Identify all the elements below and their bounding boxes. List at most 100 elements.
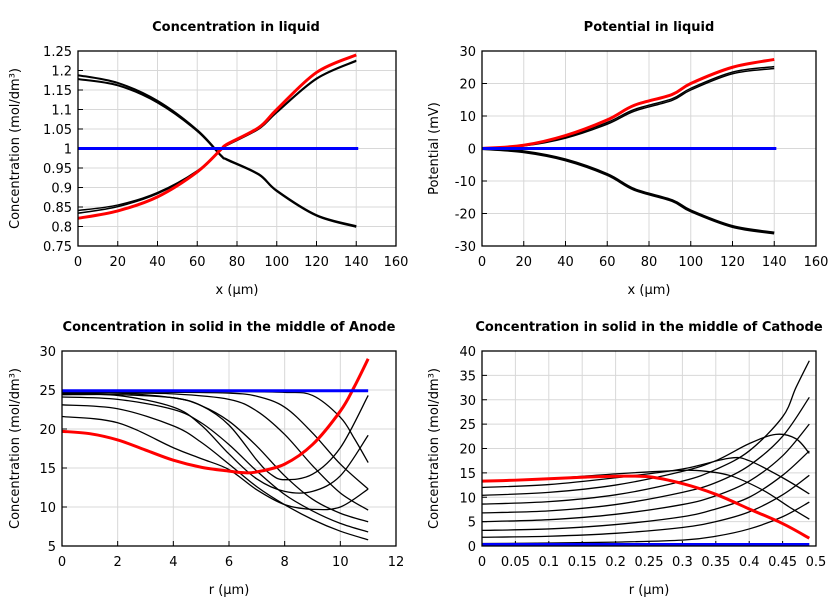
chart-title: Concentration in liquid — [152, 20, 320, 35]
series-line-8 — [62, 393, 369, 494]
y-tick-label: 20 — [459, 78, 476, 93]
y-tick-label: 0.8 — [51, 221, 72, 236]
series-line-1 — [62, 390, 369, 463]
subplot-2: 0 20 40 60 80 100 120 140 160 -30 -20 -10 0 10 20 30 Pot… — [427, 20, 828, 298]
x-tick-label: 0 — [478, 555, 486, 570]
x-tick-label: 0.15 — [568, 555, 597, 570]
y-tick-label: 10 — [459, 491, 476, 506]
y-axis-label: Potential (mV) — [427, 102, 442, 195]
x-tick-label: 80 — [641, 255, 658, 270]
y-tick-label: 1.2 — [51, 65, 72, 80]
subplot-1: 0 20 40 60 80 100 120 140 160 0.75 0.8 0.85 0.9 0.95 1… — [8, 20, 408, 298]
y-tick-label: 15 — [39, 462, 56, 477]
y-tick-label: 25 — [459, 418, 476, 433]
x-tick-label: 60 — [189, 255, 206, 270]
series-group — [482, 57, 777, 235]
y-tick-label: 25 — [39, 384, 56, 399]
series-line-9 — [62, 391, 369, 481]
series-line-5 — [482, 396, 810, 514]
plot-frame — [481, 350, 817, 547]
x-axis-label: r (µm) — [209, 583, 250, 598]
y-tick-label: 20 — [39, 423, 56, 438]
series-line-10 — [482, 474, 811, 540]
series-line-5 — [78, 53, 357, 220]
y-tick-label: 30 — [39, 345, 56, 360]
x-tick-label: 40 — [149, 255, 166, 270]
x-tick-label: 0.05 — [501, 555, 530, 570]
series-line-10 — [62, 358, 370, 475]
x-tick-label: 20 — [515, 255, 532, 270]
plot-frame — [481, 50, 817, 247]
x-tick-label: 100 — [264, 255, 289, 270]
series-group — [78, 53, 359, 228]
x-tick-label: 0.4 — [739, 555, 760, 570]
x-tick-label: 8 — [281, 555, 289, 570]
x-tick-label: 4 — [169, 555, 177, 570]
x-tick-label: 0.45 — [768, 555, 797, 570]
x-tick-label: 140 — [344, 255, 369, 270]
y-tick-label: 5 — [468, 516, 476, 531]
x-tick-label: 10 — [332, 555, 349, 570]
y-tick-label: 1.1 — [51, 104, 72, 119]
series-group — [62, 358, 370, 541]
subplot-3: 0 2 4 6 8 10 12 5 10 15 20 25 30 Concentration in sol… — [8, 320, 404, 598]
y-axis-label: Concentration (mol/dm³) — [427, 368, 442, 529]
plot-frame — [61, 350, 397, 547]
y-tick-label: -10 — [455, 175, 476, 190]
x-tick-label: 0.35 — [701, 555, 730, 570]
x-tick-label: 0.3 — [672, 555, 693, 570]
y-tick-label: 0 — [468, 143, 476, 158]
y-tick-label: 30 — [459, 394, 476, 409]
y-tick-label: 0 — [468, 540, 476, 555]
x-tick-label: 2 — [114, 555, 122, 570]
x-axis-label: x (µm) — [628, 283, 671, 298]
y-tick-label: 0.85 — [43, 201, 72, 216]
y-tick-label: -20 — [455, 208, 476, 223]
x-tick-label: 140 — [762, 255, 787, 270]
y-tick-label: 5 — [48, 540, 56, 555]
x-tick-label: 0.1 — [538, 555, 559, 570]
series-line-3 — [482, 147, 775, 235]
x-tick-label: 60 — [599, 255, 616, 270]
y-tick-label: 10 — [39, 501, 56, 516]
series-line-3 — [62, 392, 369, 511]
y-tick-label: 20 — [459, 443, 476, 458]
x-tick-label: 120 — [720, 255, 745, 270]
y-tick-label: 40 — [459, 345, 476, 360]
chart-title: Concentration in solid in the middle of … — [475, 320, 823, 335]
x-axis-label: r (µm) — [629, 583, 670, 598]
y-tick-label: 1 — [64, 143, 72, 158]
y-tick-label: 1.05 — [43, 123, 72, 138]
x-tick-label: 6 — [225, 555, 233, 570]
y-tick-label: 30 — [459, 45, 476, 60]
series-line-6 — [62, 404, 369, 541]
series-line-4 — [482, 57, 775, 150]
x-tick-label: 0 — [478, 255, 486, 270]
chart-title: Concentration in solid in the middle of … — [63, 320, 396, 335]
x-tick-label: 0.2 — [605, 555, 626, 570]
x-tick-label: 0.25 — [635, 555, 664, 570]
series-line-2 — [78, 78, 357, 228]
series-group — [482, 360, 811, 547]
x-tick-label: 160 — [804, 255, 829, 270]
y-tick-label: 1.15 — [43, 84, 72, 99]
y-tick-label: 0.9 — [51, 182, 72, 197]
y-tick-label: 10 — [459, 110, 476, 125]
y-tick-label: 0.75 — [43, 240, 72, 255]
x-tick-label: 0.5 — [806, 555, 827, 570]
x-axis-label: x (µm) — [216, 283, 259, 298]
series-line-2 — [482, 474, 810, 538]
series-line-2 — [62, 391, 369, 490]
series-line-6 — [482, 360, 810, 505]
series-line-4 — [62, 393, 369, 523]
series-line-1 — [482, 501, 810, 545]
x-tick-label: 160 — [384, 255, 409, 270]
y-tick-label: -30 — [455, 240, 476, 255]
series-line-8 — [482, 456, 810, 495]
series-line-7 — [62, 415, 369, 511]
x-tick-label: 0 — [58, 555, 66, 570]
x-tick-label: 0 — [74, 255, 82, 270]
x-tick-label: 80 — [229, 255, 246, 270]
x-tick-label: 20 — [109, 255, 126, 270]
